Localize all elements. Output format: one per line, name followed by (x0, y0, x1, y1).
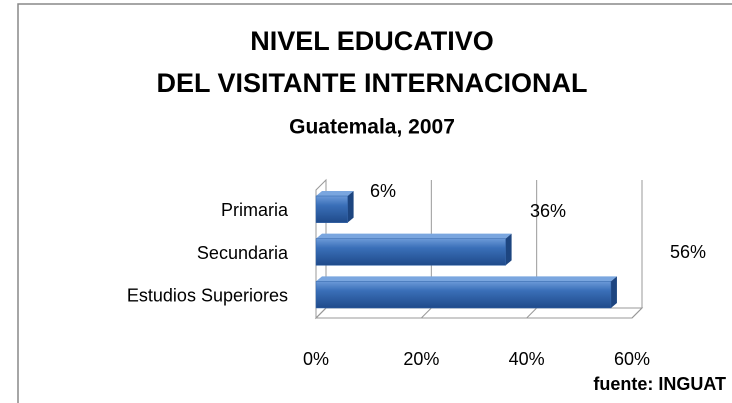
floor (314, 307, 644, 319)
data-label: 56% (670, 242, 706, 262)
chart-title: DEL VISITANTE INTERNACIONAL (156, 68, 587, 98)
source: fuente: INGUAT (593, 374, 726, 394)
bar (315, 195, 348, 223)
chart-subtitle: Guatemala, 2007 (289, 116, 455, 139)
tick-line (631, 307, 643, 319)
y-tick-label: Secundaria (197, 243, 289, 263)
bar (315, 281, 612, 309)
x-tick-label: 0% (303, 349, 329, 369)
chart-title: NIVEL EDUCATIVO (250, 26, 494, 56)
bar-side (610, 276, 617, 308)
tick-line (315, 307, 327, 319)
tick-line (420, 307, 432, 319)
frame (17, 3, 732, 403)
x-tick-label: 20% (403, 349, 439, 369)
data-label: 6% (370, 181, 396, 201)
bar-top (316, 191, 354, 196)
y-tick-label: Estudios Superiores (127, 285, 288, 305)
bar (315, 238, 506, 266)
bar-top (316, 233, 512, 239)
bar-side (505, 233, 512, 266)
data-label: 36% (530, 201, 566, 221)
bar-top (316, 276, 617, 282)
y-tick-label: Primaria (221, 200, 289, 220)
x-tick-label: 60% (614, 349, 650, 369)
tick-line (526, 307, 538, 319)
bar-side (347, 191, 354, 223)
x-tick-label: 40% (509, 349, 545, 369)
